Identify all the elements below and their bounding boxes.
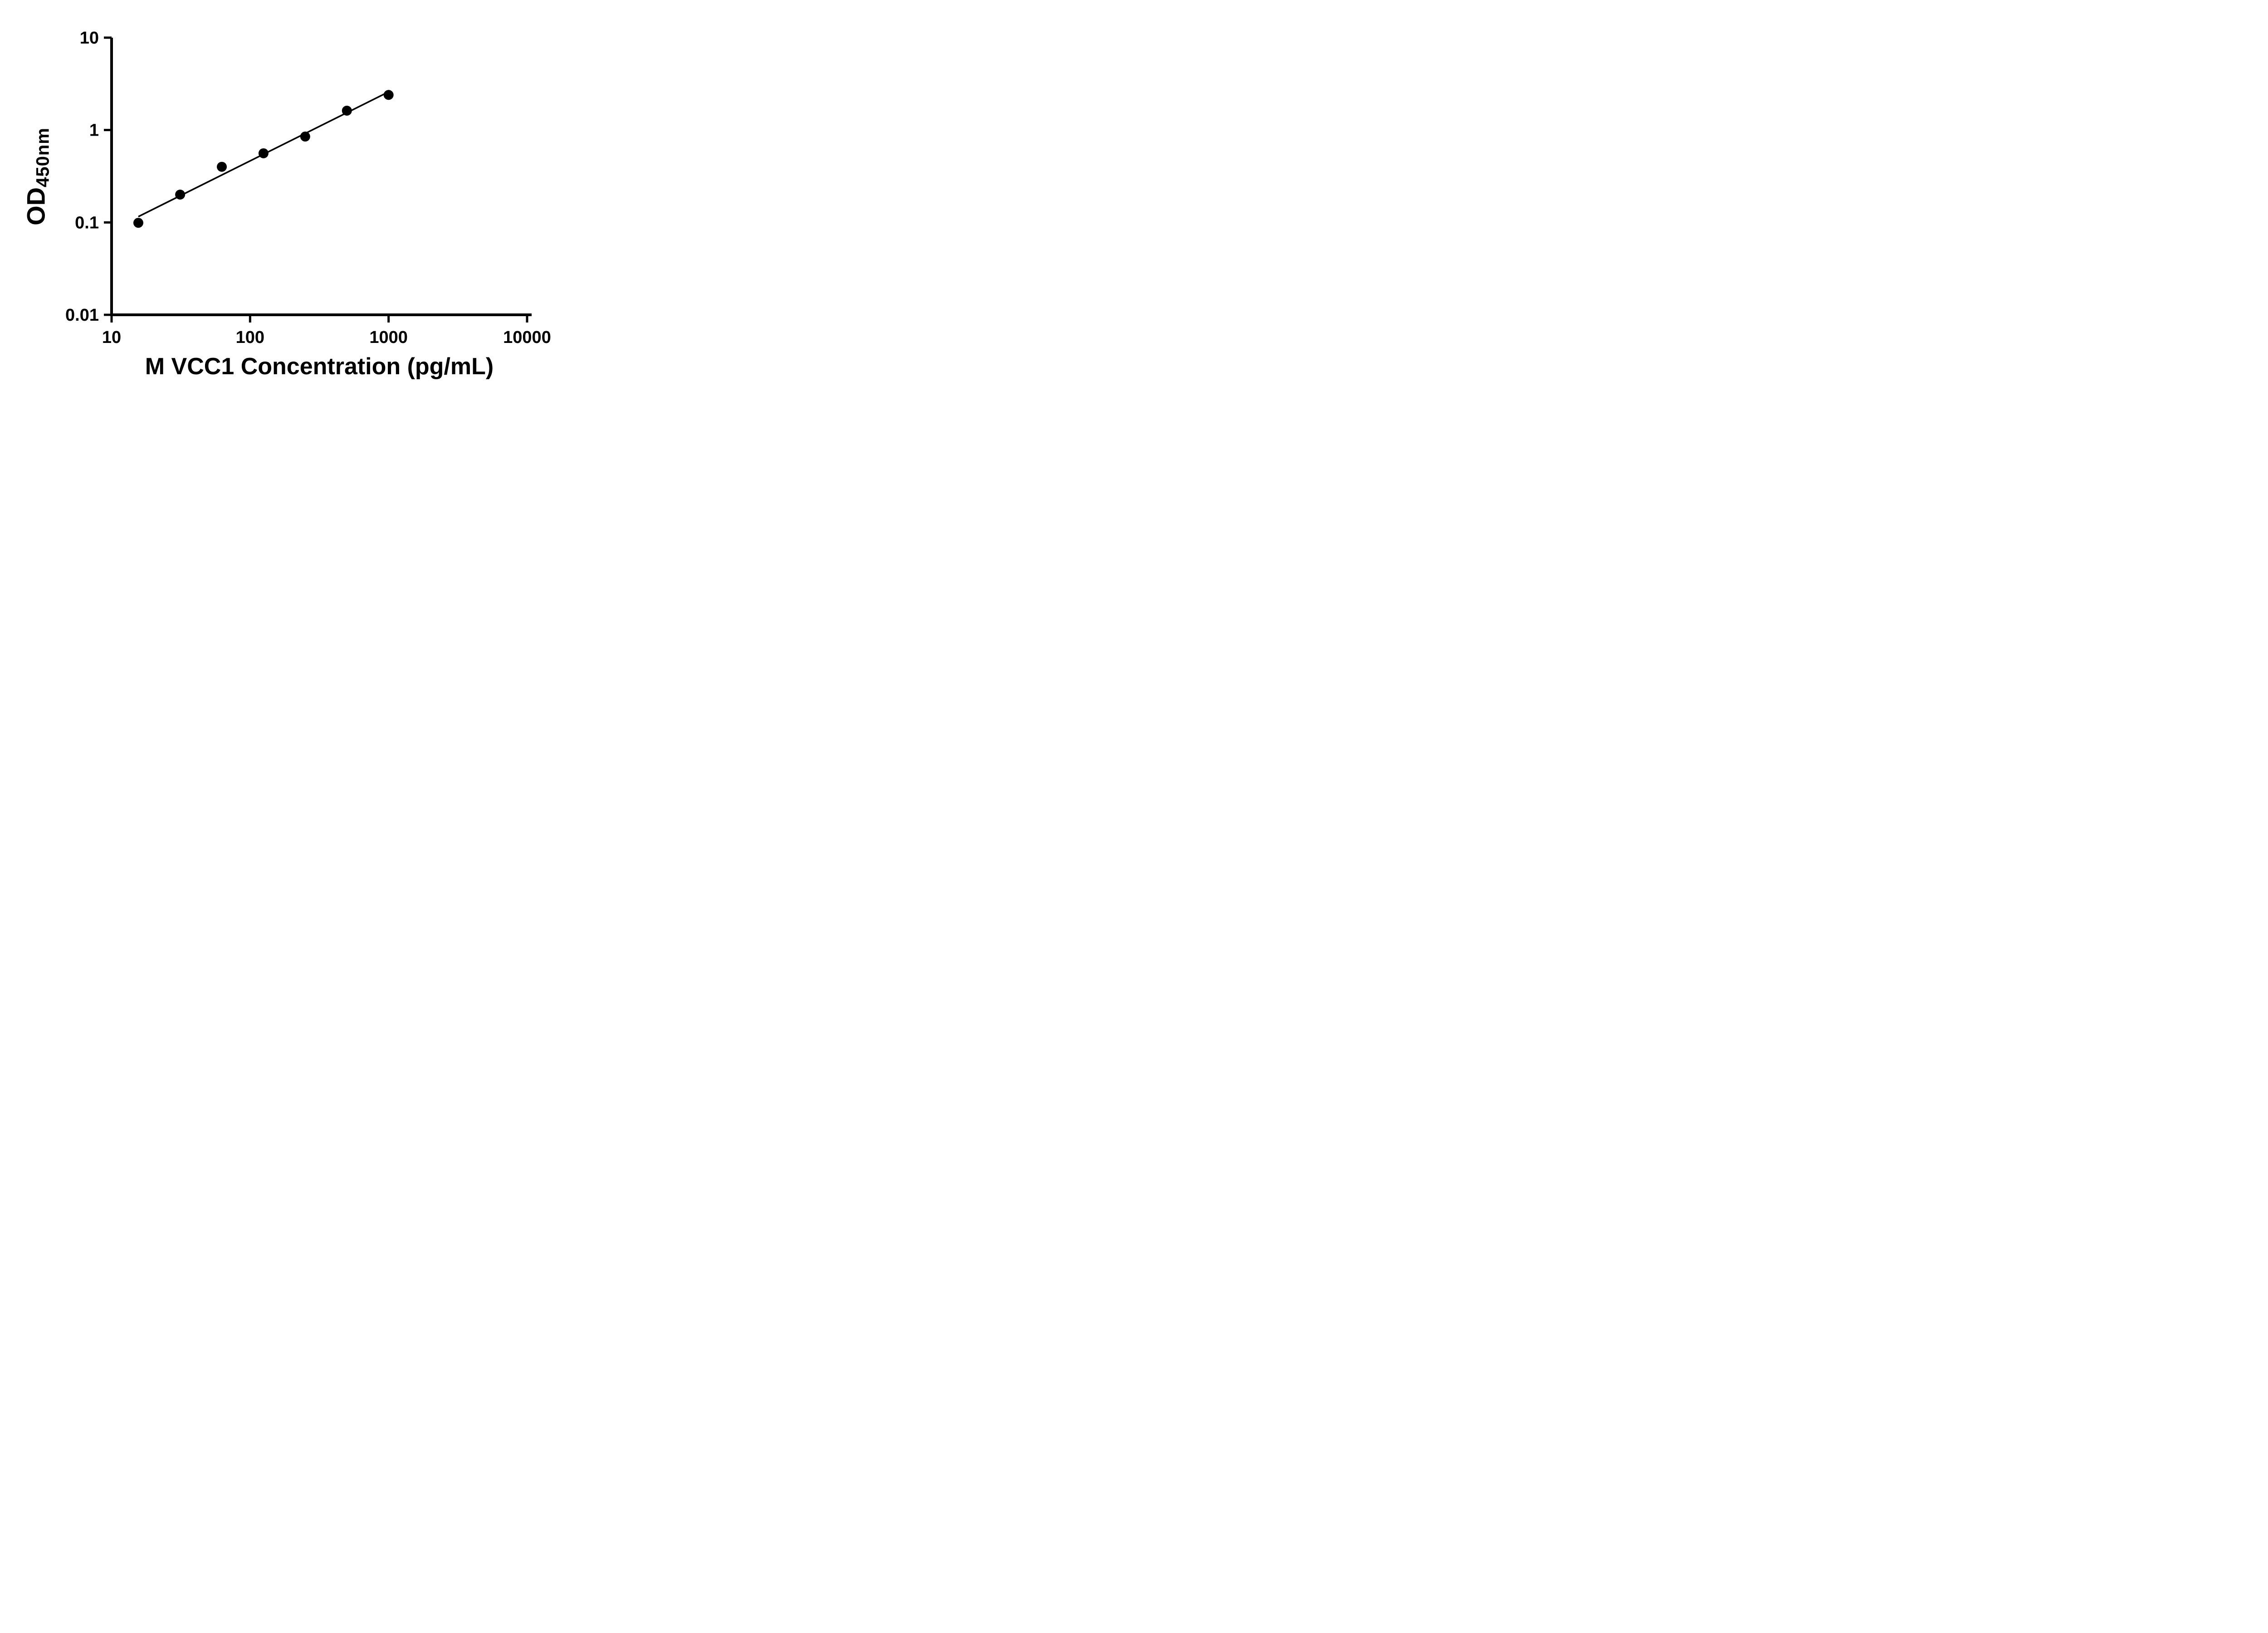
x-tick-label: 10000	[503, 328, 551, 347]
y-tick-label: 1	[89, 121, 99, 140]
data-point	[133, 218, 143, 228]
x-tick-label: 10	[102, 328, 121, 347]
data-point	[300, 132, 310, 142]
x-tick-label: 100	[236, 328, 264, 347]
y-tick-label: 0.01	[65, 306, 99, 325]
data-point	[258, 148, 269, 158]
data-point	[175, 190, 186, 200]
y-tick-label: 0.1	[75, 213, 99, 232]
data-point	[383, 90, 394, 100]
standard-curve-chart: 10 100 1000 10000 0.01 0.1 1 10 OD450nm M VCC1 …	[0, 0, 583, 408]
y-tick-label: 10	[80, 29, 99, 48]
plot-area: 10 100 1000 10000 0.01 0.1 1 10	[65, 29, 551, 347]
y-axis-title-subscript: 450nm	[33, 127, 53, 187]
data-point	[217, 161, 227, 172]
x-tick-label: 1000	[369, 328, 408, 347]
y-axis-title-main: OD	[21, 187, 50, 225]
data-point	[342, 105, 352, 116]
x-axis-title: M VCC1 Concentration (pg/mL)	[145, 353, 494, 380]
y-axis-title: OD450nm	[21, 127, 54, 225]
